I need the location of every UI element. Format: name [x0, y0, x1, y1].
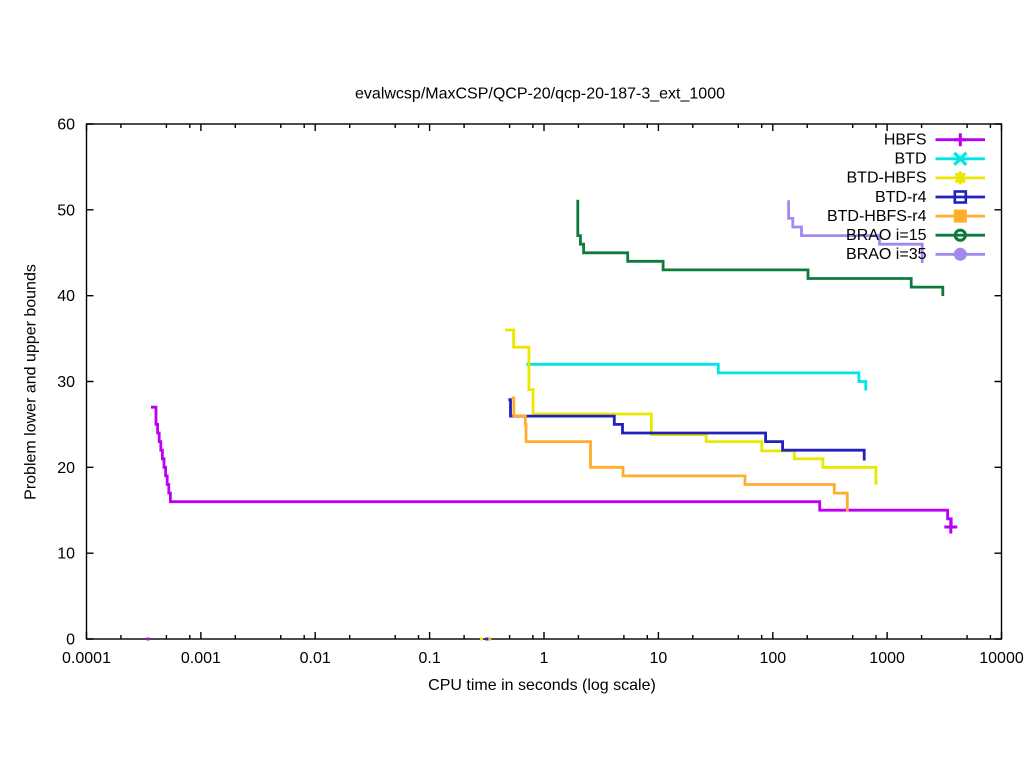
svg-text:30: 30	[57, 374, 75, 391]
svg-text:CPU time in seconds (log scale: CPU time in seconds (log scale)	[428, 677, 656, 694]
svg-text:0.1: 0.1	[418, 650, 440, 667]
svg-text:10: 10	[650, 650, 668, 667]
svg-text:BTD-HBFS-r4: BTD-HBFS-r4	[827, 208, 927, 225]
svg-text:0: 0	[66, 632, 75, 649]
svg-text:0.001: 0.001	[181, 650, 221, 667]
svg-text:evalwcsp/MaxCSP/QCP-20/qcp-20-: evalwcsp/MaxCSP/QCP-20/qcp-20-187-3_ext_…	[355, 86, 725, 103]
svg-text:BRAO i=35: BRAO i=35	[846, 246, 927, 263]
svg-text:10: 10	[57, 546, 75, 563]
svg-text:Problem lower and upper bounds: Problem lower and upper bounds	[23, 264, 40, 500]
svg-text:0.01: 0.01	[300, 650, 331, 667]
svg-text:HBFS: HBFS	[884, 132, 927, 149]
svg-text:100: 100	[759, 650, 786, 667]
svg-text:60: 60	[57, 117, 75, 134]
svg-text:BRAO i=15: BRAO i=15	[846, 227, 927, 244]
svg-text:40: 40	[57, 288, 75, 305]
svg-text:1000: 1000	[869, 650, 905, 667]
svg-text:1: 1	[540, 650, 549, 667]
svg-text:20: 20	[57, 460, 75, 477]
svg-text:50: 50	[57, 202, 75, 219]
svg-text:BTD-r4: BTD-r4	[875, 189, 927, 206]
svg-text:10000: 10000	[979, 650, 1024, 667]
svg-text:0.0001: 0.0001	[62, 650, 111, 667]
svg-text:BTD: BTD	[895, 151, 927, 168]
svg-text:BTD-HBFS: BTD-HBFS	[847, 170, 927, 187]
